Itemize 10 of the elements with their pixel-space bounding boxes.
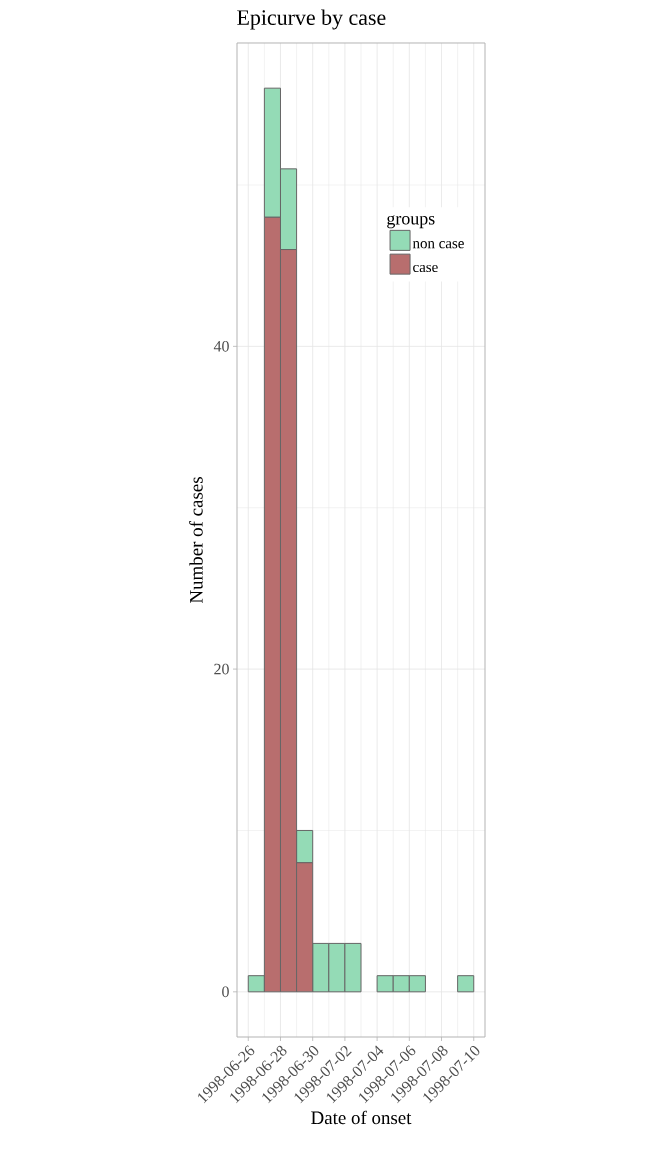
- bar: [457, 975, 475, 993]
- legend-label: non case: [412, 241, 464, 249]
- x-axis-title: Date of onset: [311, 1110, 412, 1125]
- chart-title: Epicurve by case: [237, 9, 386, 30]
- y-tick-label: 0: [222, 986, 229, 998]
- legend-label: case: [413, 264, 438, 273]
- y-tick-label: 20: [214, 663, 229, 675]
- y-axis-title: Number of cases: [189, 477, 203, 604]
- legend-title: groups: [387, 215, 435, 229]
- y-tick-label: 40: [213, 340, 229, 352]
